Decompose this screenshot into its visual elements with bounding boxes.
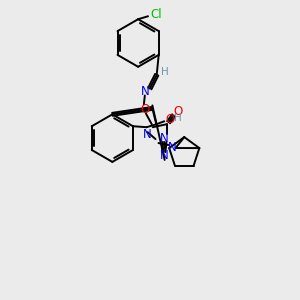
Text: N: N (160, 149, 169, 162)
Text: O: O (166, 113, 175, 126)
Text: N: N (160, 132, 169, 145)
Text: H: H (174, 113, 182, 123)
Text: O: O (140, 103, 149, 116)
Text: N: N (140, 85, 149, 98)
Text: Cl: Cl (150, 8, 162, 21)
Text: H: H (161, 67, 169, 77)
Text: O: O (173, 105, 182, 118)
Text: N: N (168, 140, 177, 154)
Text: N: N (143, 128, 152, 141)
